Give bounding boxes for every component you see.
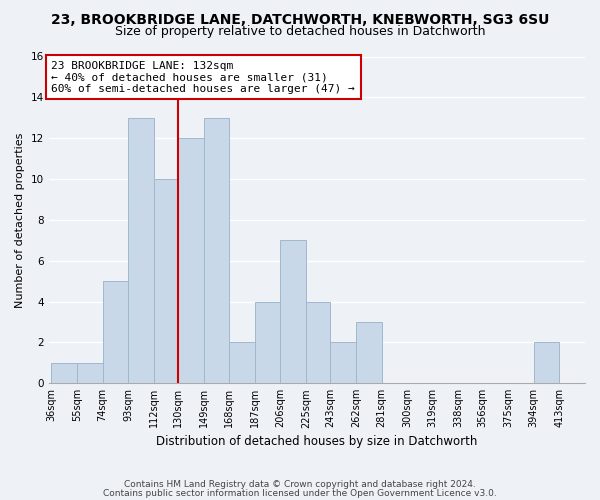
Text: Size of property relative to detached houses in Datchworth: Size of property relative to detached ho…: [115, 25, 485, 38]
Bar: [154, 179, 178, 383]
Bar: [255, 302, 280, 383]
Bar: [178, 138, 203, 383]
Y-axis label: Number of detached properties: Number of detached properties: [15, 132, 25, 308]
Text: 23 BROOKBRIDGE LANE: 132sqm
← 40% of detached houses are smaller (31)
60% of sem: 23 BROOKBRIDGE LANE: 132sqm ← 40% of det…: [52, 60, 355, 94]
Bar: [356, 322, 382, 383]
X-axis label: Distribution of detached houses by size in Datchworth: Distribution of detached houses by size …: [156, 434, 478, 448]
Text: Contains HM Land Registry data © Crown copyright and database right 2024.: Contains HM Land Registry data © Crown c…: [124, 480, 476, 489]
Bar: [534, 342, 559, 383]
Bar: [103, 281, 128, 383]
Bar: [128, 118, 154, 383]
Bar: [203, 118, 229, 383]
Bar: [77, 363, 103, 383]
Text: 23, BROOKBRIDGE LANE, DATCHWORTH, KNEBWORTH, SG3 6SU: 23, BROOKBRIDGE LANE, DATCHWORTH, KNEBWO…: [51, 12, 549, 26]
Bar: [229, 342, 255, 383]
Bar: [331, 342, 356, 383]
Text: Contains public sector information licensed under the Open Government Licence v3: Contains public sector information licen…: [103, 488, 497, 498]
Bar: [52, 363, 77, 383]
Bar: [306, 302, 331, 383]
Bar: [280, 240, 306, 383]
